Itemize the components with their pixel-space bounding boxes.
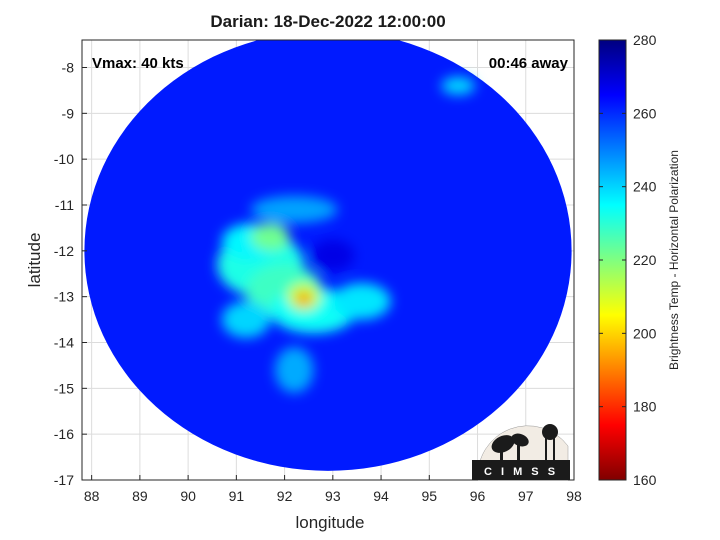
y-axis-title: latitude — [25, 233, 44, 288]
colorbar — [598, 39, 627, 481]
y-tick-label-2: -10 — [54, 151, 74, 167]
plot-title: Darian: 18-Dec-2022 12:00:00 — [210, 12, 446, 31]
feature-9 — [274, 347, 314, 393]
y-tick-label-0: -8 — [62, 60, 75, 76]
y-tick-label-9: -17 — [54, 472, 74, 488]
time-away-label: 00:46 away — [489, 55, 569, 72]
y-tick-label-3: -11 — [55, 197, 74, 213]
x-tick-label-7: 95 — [422, 488, 438, 504]
colorbar-title: Brightness Temp - Horizontal Polarizatio… — [667, 150, 681, 370]
x-tick-label-5: 93 — [325, 488, 341, 504]
cimss-logo-text: C I M S S — [484, 466, 558, 478]
cb-tick-label-4: 200 — [633, 325, 657, 341]
x-axis-title: longitude — [295, 513, 364, 532]
cb-tick-label-2: 240 — [633, 179, 657, 195]
cimss-logo: C I M S S — [472, 424, 570, 481]
colorbar-ticks: 280 260 240 220 200 180 160 — [599, 32, 657, 488]
x-tick-label-9: 97 — [518, 488, 534, 504]
x-tick-label-0: 88 — [84, 488, 100, 504]
feature-10 — [250, 195, 338, 224]
x-tick-label-6: 94 — [373, 488, 389, 504]
swath-layer — [84, 40, 572, 471]
plot-frame — [81, 39, 575, 481]
y-tick-label-7: -15 — [54, 380, 74, 396]
cb-tick-label-5: 180 — [633, 399, 657, 415]
feature-6 — [296, 292, 312, 306]
feature-4 — [332, 282, 391, 320]
y-tick-label-8: -16 — [54, 426, 74, 442]
cb-tick-label-1: 260 — [633, 105, 657, 121]
y-tick-label-1: -9 — [62, 105, 75, 121]
y-tick-label-4: -12 — [54, 243, 74, 259]
convection-features — [217, 76, 476, 393]
x-tick-label-8: 96 — [470, 488, 486, 504]
cb-tick-label-3: 220 — [633, 252, 657, 268]
cb-tick-label-6: 160 — [633, 472, 657, 488]
vmax-label: Vmax: 40 kts — [92, 55, 184, 72]
feature-7 — [250, 223, 290, 251]
feature-8 — [221, 301, 271, 338]
feature-12 — [311, 239, 355, 272]
x-tick-label-1: 89 — [132, 488, 148, 504]
cb-tick-label-0: 280 — [633, 32, 657, 48]
y-tick-label-6: -14 — [54, 335, 74, 351]
x-tick-label-10: 98 — [566, 488, 582, 504]
x-tick-label-4: 92 — [277, 488, 293, 504]
x-tick-label-3: 91 — [229, 488, 245, 504]
x-tick-label-2: 90 — [180, 488, 196, 504]
feature-11 — [441, 76, 476, 96]
y-ticks: -8 -9 -10 -11 -12 -13 -14 -15 -16 -17 — [54, 60, 87, 488]
x-ticks: 88 89 90 91 92 93 94 95 96 97 98 — [84, 475, 582, 504]
y-tick-label-5: -13 — [54, 289, 74, 305]
